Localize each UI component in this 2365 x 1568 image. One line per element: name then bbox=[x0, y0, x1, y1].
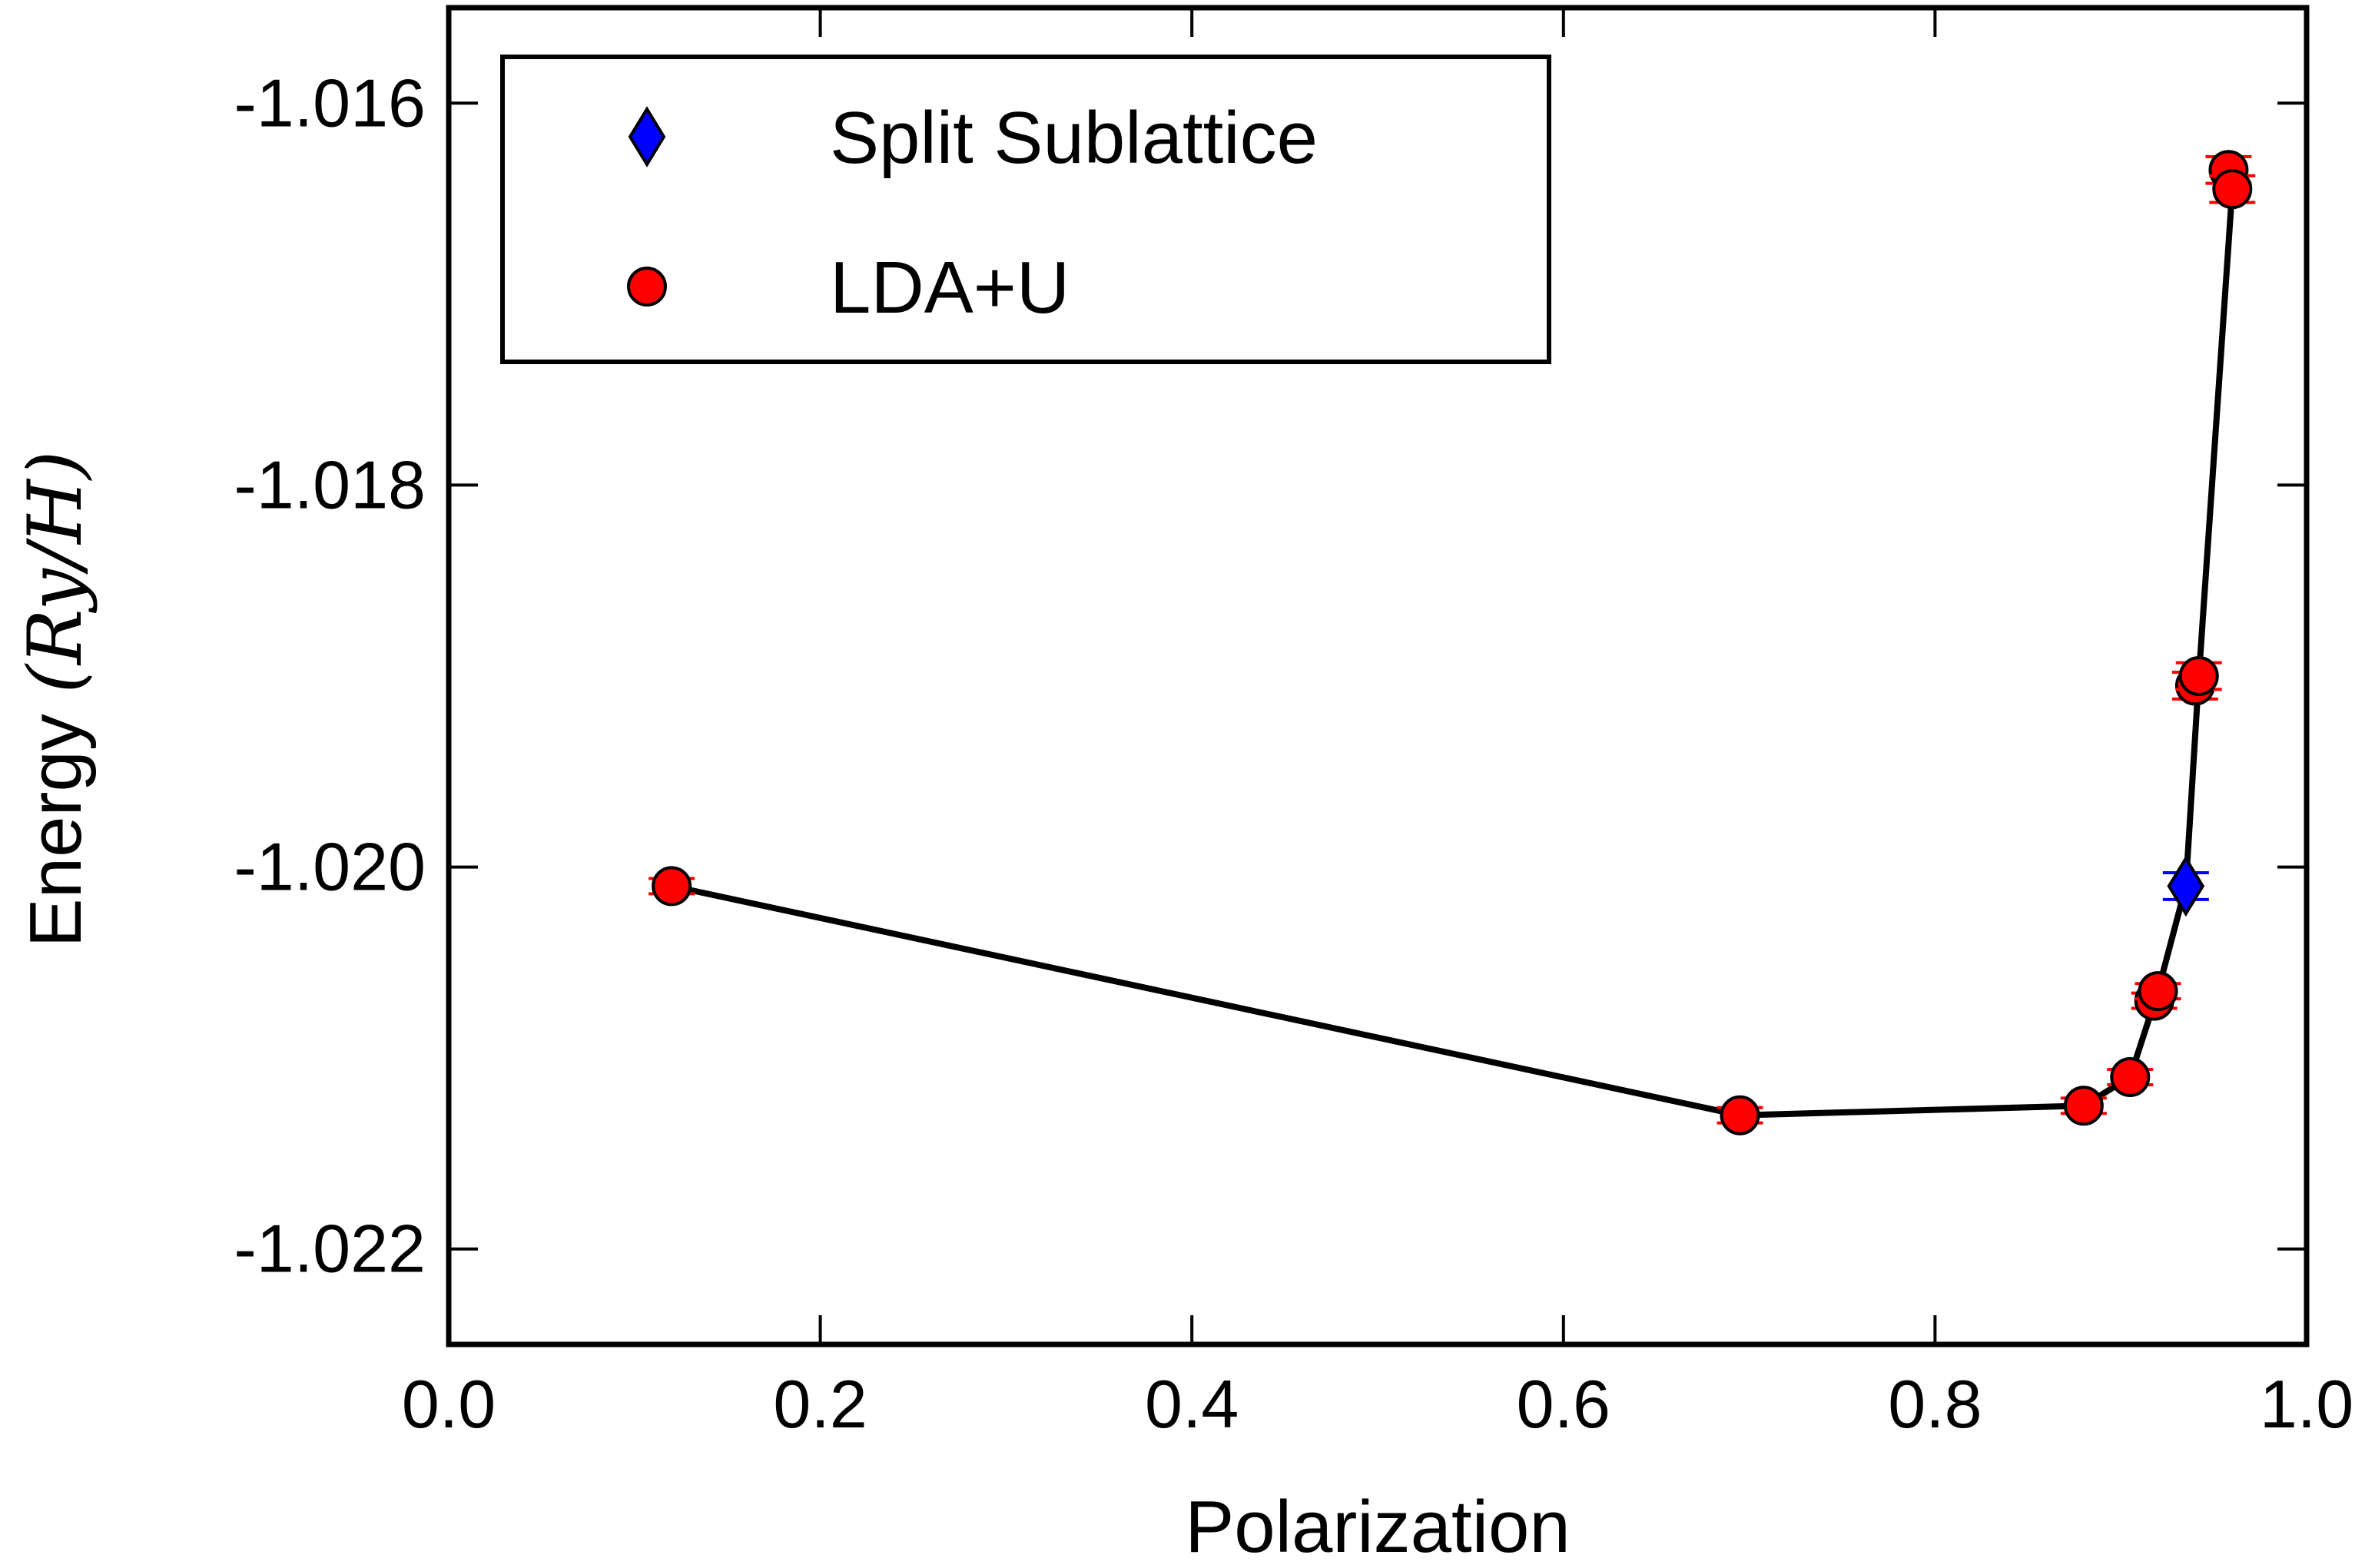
legend-box bbox=[500, 55, 1551, 364]
y-tick-label: -1.016 bbox=[234, 65, 426, 141]
legend-marker-split-sublattice bbox=[628, 106, 666, 167]
lda-u-point bbox=[1720, 1095, 1760, 1135]
plot-frame bbox=[446, 5, 2310, 1348]
data-points bbox=[648, 150, 2256, 1135]
x-tick-label: 0.8 bbox=[1888, 1366, 1982, 1442]
x-tick-label: 0.4 bbox=[1145, 1366, 1239, 1442]
x-tick-label: 0.2 bbox=[773, 1366, 867, 1442]
y-tick-label: -1.020 bbox=[234, 829, 426, 905]
series-line bbox=[671, 188, 2236, 1119]
y-axis-label-units: (Ry/H) bbox=[12, 451, 98, 694]
x-axis-label: Polarization bbox=[1185, 1486, 1571, 1568]
y-axis-ticks: -1.016 -1.018 -1.020 -1.022 bbox=[234, 65, 2307, 1287]
legend-label-lda-u: LDA+U bbox=[830, 247, 1070, 329]
legend: Split Sublattice LDA+U bbox=[500, 55, 1551, 364]
x-tick-label: 0.6 bbox=[1517, 1366, 1610, 1442]
legend-label-split-sublattice: Split Sublattice bbox=[830, 97, 1318, 179]
lda-u-point bbox=[2212, 169, 2253, 210]
lda-u-point bbox=[2063, 1086, 2104, 1126]
x-axis-ticks: 0.0 0.2 0.4 0.6 0.8 1.0 bbox=[402, 8, 2353, 1442]
lda-u-point bbox=[2110, 1057, 2151, 1097]
y-axis-label-prefix: Energy bbox=[15, 714, 97, 947]
legend-marker-lda-u bbox=[627, 267, 667, 307]
x-tick-label: 1.0 bbox=[2260, 1366, 2353, 1442]
x-tick-label: 0.0 bbox=[402, 1366, 496, 1442]
y-axis-label: Energy (Ry/H) bbox=[12, 451, 98, 948]
y-tick-label: -1.022 bbox=[234, 1211, 426, 1287]
y-tick-label: -1.018 bbox=[234, 446, 426, 522]
split-sublattice-point bbox=[2167, 855, 2205, 917]
lda-u-point bbox=[2178, 656, 2219, 696]
connecting-line bbox=[671, 188, 2236, 1119]
lda-u-point bbox=[2138, 971, 2178, 1012]
lda-u-point bbox=[652, 866, 692, 907]
